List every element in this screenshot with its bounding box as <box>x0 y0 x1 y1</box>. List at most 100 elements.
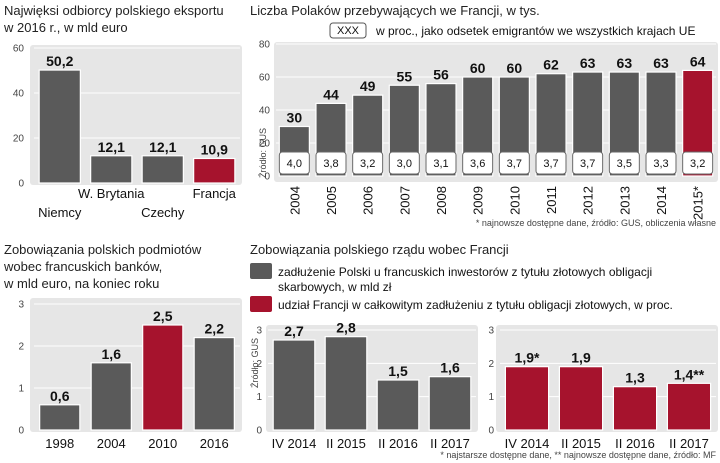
poles-category-5: 2009 <box>471 186 486 215</box>
poles-value-label-11: 64 <box>690 53 706 69</box>
poles-value-label-6: 60 <box>507 60 523 76</box>
gov-debt-bar-3 <box>429 377 471 430</box>
poles-value-label-0: 30 <box>287 110 303 126</box>
poles-legend-box-text: XXX <box>337 25 360 37</box>
gov-share-category-2: II 2016 <box>615 436 655 451</box>
poles-value-label-9: 63 <box>617 55 633 71</box>
poles-percent-label-3: 3,0 <box>397 158 412 170</box>
exports-category-1: W. Brytania <box>78 186 145 201</box>
poles-category-4: 2008 <box>434 186 449 215</box>
bank-category-0: 1998 <box>45 436 74 451</box>
poles-ytick-40: 40 <box>259 106 271 117</box>
exports-title-line-1: Najwięksi odbiorcy polskiego eksportu <box>4 3 224 18</box>
poles-source: Źródło: GUS <box>258 128 268 178</box>
gov-debt-bar-2 <box>377 380 419 430</box>
gov-share-value-label-1: 1,9 <box>571 350 591 366</box>
exports-bar-3 <box>194 158 235 183</box>
poles-category-1: 2005 <box>324 186 339 215</box>
poles-value-label-1: 44 <box>323 86 339 102</box>
bank-title-line-2: wobec francuskich banków, <box>3 259 162 274</box>
bank-category-2: 2010 <box>148 436 177 451</box>
gov-share-value-label-2: 1,3 <box>625 370 645 386</box>
poles-ytick-20: 20 <box>259 139 271 150</box>
gov-debt-value-label-2: 1,5 <box>388 363 408 379</box>
poles-value-label-3: 55 <box>397 68 413 84</box>
poles-value-label-8: 63 <box>580 55 596 71</box>
gov-debt-value-label-1: 2,8 <box>336 320 356 336</box>
poles-value-label-5: 60 <box>470 60 486 76</box>
bank-ytick-3: 3 <box>18 300 24 311</box>
poles-ytick-0: 0 <box>264 172 270 183</box>
gov-share-ytick-2: 2 <box>488 359 494 370</box>
gov-footnote: * najstarsze dostępne dane, ** najnowsze… <box>440 450 716 460</box>
chart-poles-in-france: Liczba Polaków przebywających we Francji… <box>250 3 718 228</box>
bank-bar-1 <box>91 363 131 430</box>
poles-title: Liczba Polaków przebywających we Francji… <box>250 3 540 18</box>
bank-title-line-1: Zobowiązania polskich podmiotów <box>4 242 202 257</box>
gov-share-category-3: II 2017 <box>669 436 709 451</box>
poles-percent-label-1: 3,8 <box>323 158 338 170</box>
gov-debt-ytick-3: 3 <box>256 326 262 337</box>
poles-percent-label-6: 3,7 <box>507 158 522 170</box>
gov-share-bar-2 <box>613 387 656 430</box>
poles-footnote: * najnowsze dostępne dane, źródło: GUS, … <box>476 218 716 228</box>
gov-share-ytick-3: 3 <box>488 326 494 337</box>
infographic: Najwięksi odbiorcy polskiego eksportu w … <box>0 0 720 463</box>
gov-share-ytick-0: 0 <box>488 426 494 437</box>
poles-value-label-4: 56 <box>433 67 449 83</box>
exports-bar-2 <box>142 156 183 183</box>
gov-debt-ytick-2: 2 <box>256 359 262 370</box>
gov-title: Zobowiązania polskiego rządu wobec Franc… <box>250 242 509 257</box>
poles-value-label-10: 63 <box>653 55 669 71</box>
gov-legend-swatch-gray <box>250 263 272 279</box>
poles-percent-label-7: 3,7 <box>543 158 558 170</box>
poles-category-9: 2013 <box>617 186 632 215</box>
poles-category-7: 2011 <box>544 186 559 214</box>
exports-category-0: Niemcy <box>38 205 82 220</box>
bank-bar-0 <box>40 405 80 430</box>
poles-percent-label-10: 3,3 <box>653 158 668 170</box>
exports-bar-1 <box>91 156 132 183</box>
bank-bar-3 <box>194 338 234 430</box>
poles-legend-text: w proc., jako odsetek emigrantów we wszy… <box>375 24 695 38</box>
poles-percent-label-2: 3,2 <box>360 158 375 170</box>
gov-share-category-1: II 2015 <box>561 436 601 451</box>
gov-debt-value-label-0: 2,7 <box>284 323 304 339</box>
gov-share-value-label-0: 1,9* <box>515 350 540 366</box>
gov-share-value-label-3: 1,4** <box>674 366 705 382</box>
gov-debt-category-0: IV 2014 <box>272 436 317 451</box>
poles-percent-label-11: 3,2 <box>690 158 705 170</box>
exports-ytick-40: 40 <box>13 89 25 100</box>
gov-share-category-0: IV 2014 <box>505 436 550 451</box>
bank-ytick-0: 0 <box>18 426 24 437</box>
gov-share-bar-1 <box>559 367 602 430</box>
gov-debt-ytick-1: 1 <box>256 392 262 403</box>
chart-exports: Najwięksi odbiorcy polskiego eksportu w … <box>3 3 242 220</box>
exports-value-label-3: 10,9 <box>201 141 228 157</box>
poles-percent-label-9: 3,5 <box>617 158 632 170</box>
chart-gov-liabilities: Zobowiązania polskiego rządu wobec Franc… <box>250 242 718 460</box>
chart-bank-liabilities: Zobowiązania polskich podmiotów wobec fr… <box>3 242 242 451</box>
poles-percent-label-8: 3,7 <box>580 158 595 170</box>
bank-ytick-2: 2 <box>18 342 24 353</box>
poles-category-0: 2004 <box>287 186 302 215</box>
gov-debt-category-3: II 2017 <box>430 436 470 451</box>
gov-debt-value-label-3: 1,6 <box>440 360 460 376</box>
bank-title-line-3: w mld euro, na koniec roku <box>3 276 159 291</box>
exports-ytick-0: 0 <box>18 179 24 190</box>
bank-category-1: 2004 <box>97 436 126 451</box>
gov-legend-gray-line-1: zadłużenie Polski u francuskich inwestor… <box>278 265 652 279</box>
gov-debt-bar-1 <box>325 337 367 430</box>
poles-value-label-2: 49 <box>360 78 376 94</box>
gov-share-ytick-1: 1 <box>488 392 494 403</box>
exports-category-2: Czechy <box>141 205 185 220</box>
poles-category-3: 2007 <box>397 186 412 215</box>
bank-category-3: 2016 <box>200 436 229 451</box>
gov-legend-red-line-1: udział Francji w całkowitym zadłużeniu z… <box>278 298 673 312</box>
gov-share-bar-3 <box>667 383 710 430</box>
exports-bar-0 <box>39 70 80 183</box>
poles-category-10: 2014 <box>654 186 669 215</box>
poles-category-6: 2010 <box>507 186 522 215</box>
exports-value-label-1: 12,1 <box>98 139 125 155</box>
poles-category-8: 2012 <box>581 186 596 215</box>
